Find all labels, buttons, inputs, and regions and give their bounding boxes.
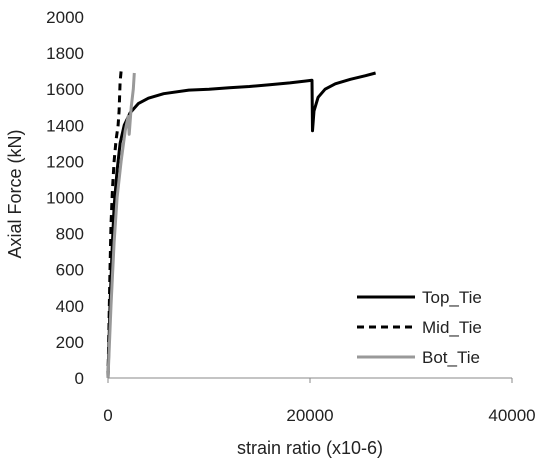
y-tick-label: 400 bbox=[56, 297, 84, 316]
series-line-top-tie bbox=[106, 71, 376, 379]
legend-label-bot-tie: Bot_Tie bbox=[422, 348, 480, 367]
series-line-mid-tie bbox=[106, 71, 123, 379]
x-axis-label: strain ratio (x10-6) bbox=[237, 438, 383, 458]
y-tick-label: 1000 bbox=[46, 189, 84, 208]
y-tick-label: 0 bbox=[75, 369, 84, 388]
y-tick-label: 1400 bbox=[46, 116, 84, 135]
y-tick-label: 800 bbox=[56, 225, 84, 244]
y-tick-label: 1800 bbox=[46, 44, 84, 63]
x-tick-label: 0 bbox=[103, 406, 112, 425]
y-axis: 0 200 400 600 800 1000 1200 1400 1600 1800 2000 bbox=[46, 8, 84, 388]
x-tick-label: 40000 bbox=[488, 406, 535, 425]
x-axis: 0 20000 40000 bbox=[103, 377, 536, 425]
y-tick-label: 600 bbox=[56, 261, 84, 280]
plot-lines bbox=[106, 71, 376, 379]
series-line-bot-tie bbox=[106, 72, 136, 379]
y-tick-label: 1600 bbox=[46, 80, 84, 99]
legend-label-mid-tie: Mid_Tie bbox=[422, 318, 482, 337]
legend: Top_Tie Mid_Tie Bot_Tie bbox=[357, 288, 482, 367]
y-tick-label: 1200 bbox=[46, 152, 84, 171]
y-tick-label: 2000 bbox=[46, 8, 84, 27]
y-axis-label: Axial Force (kN) bbox=[5, 129, 25, 258]
legend-label-top-tie: Top_Tie bbox=[422, 288, 482, 307]
x-tick-label: 20000 bbox=[286, 406, 333, 425]
y-tick-label: 200 bbox=[56, 333, 84, 352]
